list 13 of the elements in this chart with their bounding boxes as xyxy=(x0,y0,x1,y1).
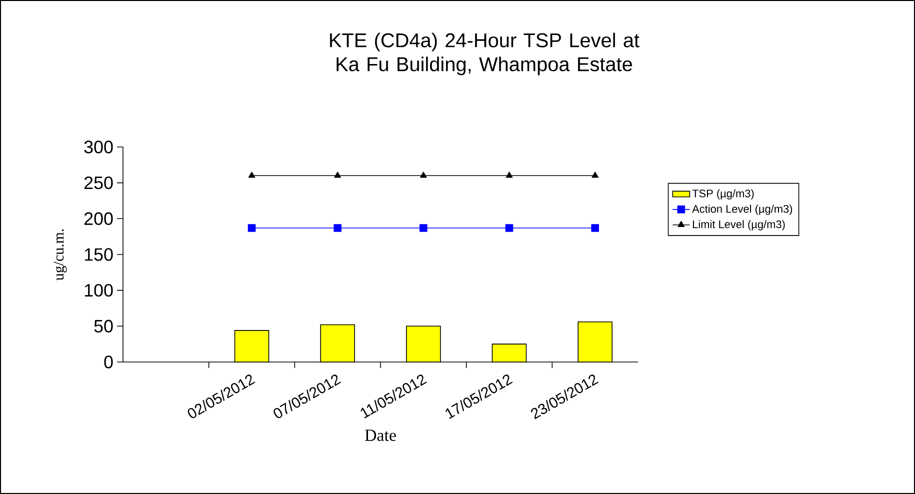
chart-title: KTE (CD4a) 24-Hour TSP Level at Ka Fu Building, Whampoa Estate xyxy=(330,32,640,76)
y-tick-label: 100 xyxy=(84,284,113,297)
legend-label: Limit Level (µg/m3) xyxy=(692,220,785,230)
legend-label: TSP (µg/m3) xyxy=(692,189,754,200)
y-tick-label: 0 xyxy=(104,356,113,368)
y-axis-title: ug/cu.m. xyxy=(54,229,67,280)
y-tick-label: 200 xyxy=(84,212,113,225)
y-tick-label: 150 xyxy=(84,248,113,261)
y-tick-label: 50 xyxy=(94,320,113,332)
y-tick-label: 250 xyxy=(84,176,113,190)
x-axis-title: Date xyxy=(365,430,396,442)
y-tick-label: 300 xyxy=(84,140,113,154)
legend-label: Action Level (µg/m3) xyxy=(692,204,792,215)
